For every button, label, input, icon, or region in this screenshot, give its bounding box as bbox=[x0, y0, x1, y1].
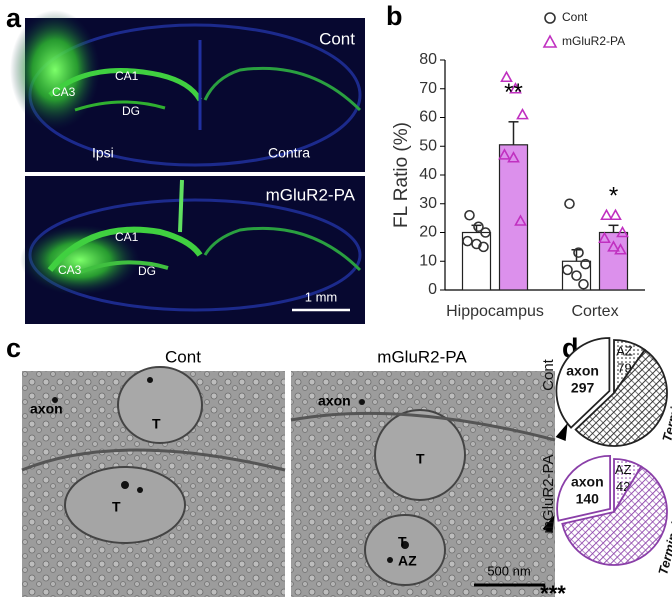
x-tick-label: Cortex bbox=[571, 303, 618, 320]
significance-label: *** bbox=[540, 581, 566, 603]
y-tick-label: 0 bbox=[428, 281, 437, 298]
data-point bbox=[609, 208, 622, 221]
region-label: CA1 bbox=[115, 69, 139, 83]
side-label: Ipsi bbox=[92, 145, 114, 161]
condition-label: mGluR2-PA bbox=[266, 185, 356, 204]
y-tick-label: 80 bbox=[419, 51, 437, 68]
y-tick-label: 10 bbox=[419, 252, 437, 269]
data-point bbox=[498, 148, 511, 160]
data-point bbox=[516, 107, 529, 120]
region-label: CA3 bbox=[52, 85, 76, 99]
slice-label: axon bbox=[571, 473, 604, 489]
data-point bbox=[509, 82, 522, 94]
data-point bbox=[598, 231, 611, 244]
em-image bbox=[21, 366, 286, 597]
scale-bar-label: 1 mm bbox=[305, 289, 338, 304]
legend-marker bbox=[542, 34, 558, 48]
region-label: CA3 bbox=[58, 263, 82, 277]
data-point bbox=[478, 241, 489, 253]
pie-title: mGluR2-PA bbox=[540, 455, 557, 534]
slice-value: 297 bbox=[571, 379, 595, 395]
fluorescence-image bbox=[20, 176, 365, 324]
data-point bbox=[571, 270, 582, 281]
data-point bbox=[514, 214, 527, 226]
data-point bbox=[573, 247, 584, 258]
bar bbox=[461, 231, 492, 291]
region-label: DG bbox=[138, 264, 156, 278]
structure-label: T bbox=[416, 451, 425, 467]
pie-slice bbox=[574, 348, 668, 447]
pointer bbox=[542, 515, 555, 534]
legend-marker bbox=[544, 12, 556, 24]
data-point bbox=[616, 225, 629, 238]
structure-label: AZ bbox=[398, 553, 417, 569]
data-point bbox=[471, 238, 482, 250]
significance-label: * bbox=[609, 183, 618, 210]
panel-label: a bbox=[6, 3, 22, 33]
pie-slice bbox=[556, 454, 611, 522]
data-point bbox=[462, 235, 473, 247]
pie-slice bbox=[555, 337, 611, 429]
image-title: mGluR2-PA bbox=[377, 347, 467, 366]
data-point bbox=[562, 264, 573, 276]
structure-label: axon bbox=[30, 401, 63, 417]
data-point bbox=[473, 221, 484, 233]
condition-label: Cont bbox=[319, 29, 355, 48]
data-point bbox=[578, 278, 589, 290]
y-tick-label: 70 bbox=[419, 80, 437, 97]
y-axis-label: FL Ratio (%) bbox=[391, 122, 412, 228]
data-point bbox=[580, 258, 591, 270]
data-point bbox=[614, 243, 627, 255]
legend-label: mGluR2-PA bbox=[562, 34, 625, 48]
slice-label: AZ bbox=[615, 462, 632, 477]
y-tick-label: 50 bbox=[419, 137, 437, 154]
scale-bar-label: 500 nm bbox=[487, 563, 530, 578]
x-tick-label: Hippocampus bbox=[446, 303, 544, 320]
data-point bbox=[464, 209, 475, 221]
panel-label: b bbox=[386, 1, 403, 31]
pie-title: Cont bbox=[540, 358, 557, 391]
slice-label: axon bbox=[566, 362, 599, 378]
y-tick-label: 60 bbox=[419, 109, 437, 126]
y-tick-label: 30 bbox=[419, 195, 437, 212]
data-point bbox=[507, 151, 520, 163]
image-title: Cont bbox=[165, 347, 201, 366]
y-tick-label: 20 bbox=[419, 224, 437, 241]
em-image bbox=[290, 371, 556, 597]
side-label: Contra bbox=[268, 145, 310, 161]
bar bbox=[498, 144, 529, 291]
region-label: CA1 bbox=[115, 230, 139, 244]
significance-label: ** bbox=[504, 79, 523, 106]
fluorescence-image bbox=[10, 10, 365, 172]
data-point bbox=[607, 240, 620, 252]
legend-label: Cont bbox=[562, 10, 588, 24]
structure-label: axon bbox=[318, 393, 351, 409]
structure-label: T bbox=[398, 534, 407, 550]
pointer bbox=[555, 422, 568, 441]
data-point bbox=[564, 198, 575, 210]
slice-label: AZ bbox=[616, 344, 633, 359]
data-point bbox=[600, 208, 613, 221]
structure-label: T bbox=[112, 499, 121, 515]
data-point bbox=[500, 70, 513, 83]
region-label: DG bbox=[122, 104, 140, 118]
y-tick-label: 40 bbox=[419, 166, 437, 183]
pie-slice bbox=[561, 465, 668, 566]
slice-value: 140 bbox=[576, 490, 600, 506]
data-point bbox=[480, 227, 491, 238]
panel-label: c bbox=[6, 333, 21, 363]
structure-label: T bbox=[152, 416, 161, 432]
